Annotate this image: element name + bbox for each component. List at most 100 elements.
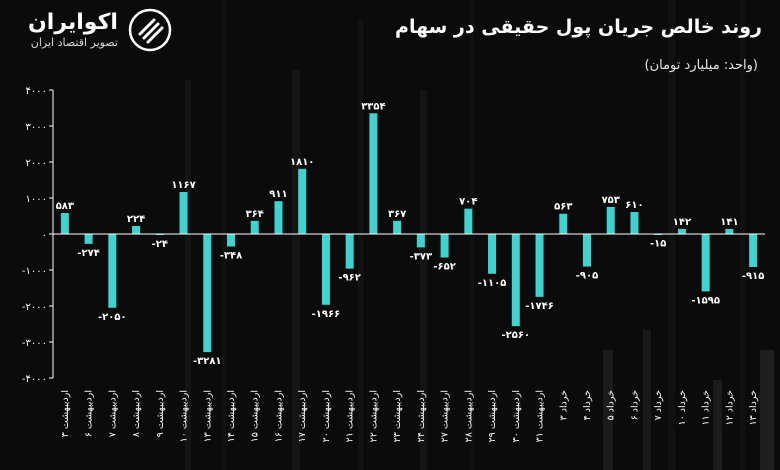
- bar: [440, 234, 449, 258]
- y-tick-label: ۴۰۰۰: [26, 86, 47, 97]
- bar: [132, 225, 141, 234]
- x-tick-label: اردیبهشت ۲۹: [487, 390, 498, 442]
- x-tick-label: خرداد ۱۳: [748, 390, 759, 426]
- x-tick-label: اردیبهشت ۲۸: [463, 390, 474, 442]
- x-tick-label: اردیبهشت ۱۷: [297, 390, 308, 442]
- y-tick-label: -۲۰۰۰: [22, 302, 47, 313]
- bar: [84, 234, 93, 244]
- data-label: ۱۱۶۷: [171, 180, 195, 191]
- x-tick-label: خرداد ۵: [606, 390, 617, 420]
- x-tick-label: اردیبهشت ۱۵: [250, 390, 261, 442]
- bar: [345, 234, 354, 269]
- x-tick-label: اردیبهشت ۲۲: [368, 390, 379, 442]
- x-tick-label: خرداد ۱۰: [677, 390, 688, 426]
- data-label: -۱۹۶۶: [312, 309, 341, 320]
- data-label: ۱۴۱: [720, 217, 738, 228]
- brand: اکوایران تصویر اقتصاد ایران: [28, 8, 172, 52]
- bar: [227, 234, 235, 247]
- bar: [203, 234, 212, 353]
- x-tick-label: اردیبهشت ۱۰: [179, 390, 190, 442]
- bar: [677, 228, 686, 234]
- bar: [559, 213, 568, 234]
- x-tick-label: اردیبهشت ۲۷: [440, 390, 451, 442]
- y-tick-label: -۳۰۰۰: [22, 338, 47, 349]
- data-label: -۶۵۲: [433, 261, 455, 272]
- x-tick-label: اردیبهشت ۲۱: [345, 390, 356, 442]
- bar: [464, 208, 473, 234]
- x-tick-label: اردیبهشت ۱۶: [273, 390, 284, 442]
- brand-tagline: تصویر اقتصاد ایران: [30, 36, 118, 49]
- data-label: ۵۸۳: [56, 201, 74, 212]
- y-tick-label: ۱۰۰۰: [26, 194, 47, 205]
- x-tick-label: اردیبهشت ۸: [131, 390, 142, 437]
- x-tick-label: خرداد ۱۲: [724, 390, 735, 426]
- brand-name: اکوایران: [28, 10, 118, 35]
- data-label: -۳۷۳: [410, 251, 432, 262]
- x-tick-label: اردیبهشت ۳۰: [511, 390, 522, 442]
- data-label: -۹۰۵: [576, 271, 598, 282]
- bar: [393, 220, 402, 234]
- bar: [488, 234, 497, 274]
- y-tick-label: ۰: [42, 230, 47, 241]
- unit-label: (واحد: میلیارد تومان): [644, 58, 758, 73]
- bar: [416, 234, 425, 248]
- bar: [298, 168, 307, 234]
- bar: [179, 191, 188, 234]
- data-label: ۶۱۰: [625, 200, 643, 211]
- data-label: -۱۵: [650, 239, 666, 250]
- bar: [60, 213, 69, 234]
- data-label: ۵۶۳: [554, 202, 572, 213]
- data-label: ۲۲۴: [127, 214, 145, 225]
- bar: [725, 228, 734, 234]
- y-tick-label: -۴۰۰۰: [22, 374, 47, 385]
- bar: [630, 212, 639, 234]
- x-tick-label: خرداد ۳: [558, 390, 569, 420]
- x-tick-label: اردیبهشت ۹: [155, 390, 166, 437]
- data-label: -۳۲۸۱: [193, 356, 222, 367]
- data-label: ۳۳۵۴: [361, 101, 385, 112]
- bar: [369, 113, 378, 234]
- data-label: -۲۰۵۰: [98, 312, 127, 323]
- x-tick-label: اردیبهشت ۳: [60, 390, 71, 437]
- x-tick-label: خرداد ۱۱: [701, 390, 712, 426]
- data-label: -۲۷۴: [77, 248, 99, 259]
- bar: [250, 220, 259, 234]
- brand-text: اکوایران تصویر اقتصاد ایران: [28, 10, 118, 50]
- data-label: ۱۴۲: [673, 217, 691, 228]
- x-tick-label: اردیبهشت ۲۴: [416, 390, 427, 442]
- x-tick-label: اردیبهشت ۶: [84, 390, 95, 437]
- data-label: -۲۴: [152, 239, 168, 250]
- x-tick-label: خرداد ۷: [653, 390, 664, 420]
- data-label: -۱۱۰۵: [478, 278, 507, 289]
- data-label: -۹۱۵: [742, 271, 764, 282]
- data-label: ۳۶۴: [246, 209, 264, 220]
- x-tick-label: اردیبهشت ۷: [107, 390, 118, 437]
- bar: [108, 234, 117, 308]
- data-label: ۱۸۱۰: [290, 157, 314, 168]
- x-tick-label: خرداد ۶: [629, 390, 640, 420]
- bar: [274, 201, 283, 234]
- data-label: -۲۵۶۰: [502, 330, 531, 341]
- data-label: ۹۱۱: [269, 189, 287, 200]
- bar: [535, 234, 544, 297]
- bar: [749, 234, 758, 267]
- y-tick-label: -۱۰۰۰: [22, 266, 47, 277]
- bar: [583, 234, 591, 267]
- bar: [511, 234, 520, 327]
- data-label: -۹۶۲: [338, 273, 360, 284]
- data-label: ۷۵۳: [602, 195, 620, 206]
- ecoiran-logo-icon: [128, 8, 172, 52]
- x-tick-label: اردیبهشت ۱۴: [226, 390, 237, 442]
- y-tick-label: ۲۰۰۰: [26, 158, 47, 169]
- chart-title: روند خالص جریان پول حقیقی در سهام: [395, 16, 762, 38]
- data-label: -۱۷۴۶: [525, 301, 554, 312]
- data-label: -۱۵۹۵: [691, 295, 720, 306]
- x-tick-label: خرداد ۴: [582, 390, 593, 420]
- bar: [606, 206, 615, 234]
- x-tick-label: اردیبهشت ۲۰: [321, 390, 332, 442]
- x-tick-label: اردیبهشت ۱۳: [202, 390, 213, 442]
- data-label: ۷۰۴: [459, 197, 477, 208]
- data-label: ۳۶۷: [388, 209, 406, 220]
- x-tick-label: اردیبهشت ۳۱: [535, 390, 546, 442]
